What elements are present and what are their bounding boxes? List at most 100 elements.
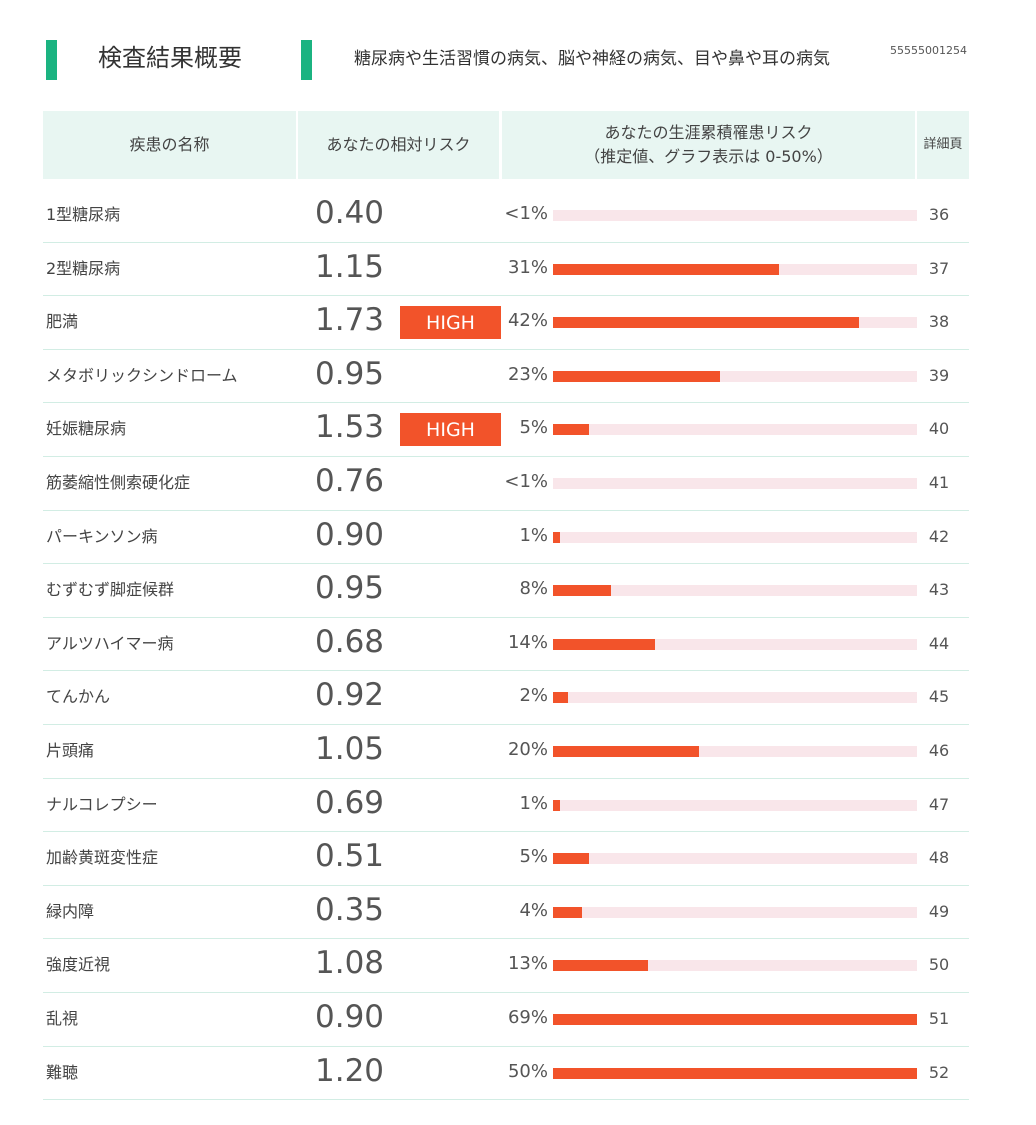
disease-name: ナルコレプシー — [46, 794, 158, 814]
detail-page-number: 46 — [928, 740, 950, 760]
lifetime-risk-bar-fill — [553, 531, 561, 543]
relative-risk-value: 1.08 — [315, 945, 385, 982]
lifetime-risk-bar-track — [553, 1067, 917, 1079]
disease-name: メタボリックシンドローム — [46, 365, 238, 385]
lifetime-risk-bar-fill — [553, 263, 779, 275]
disease-name: 加齢黄斑変性症 — [46, 848, 159, 868]
detail-page-number: 38 — [928, 312, 950, 332]
lifetime-risk-bar-track — [553, 799, 917, 811]
disease-name: てんかん — [46, 687, 111, 707]
disease-name: アルツハイマー病 — [46, 633, 174, 653]
lifetime-risk-bar-track — [553, 531, 917, 543]
detail-page-number: 52 — [928, 1062, 950, 1082]
lifetime-risk-value: 69% — [507, 1006, 548, 1028]
lifetime-risk-bar-track — [553, 424, 917, 436]
table-row: 片頭痛 1.05 20% 46 — [43, 725, 969, 779]
relative-risk-value: 1.15 — [315, 248, 385, 285]
detail-page-number: 49 — [928, 901, 950, 921]
detail-page-number: 39 — [928, 365, 950, 385]
relative-risk-value: 0.90 — [315, 516, 385, 553]
detail-page-number: 41 — [928, 472, 950, 492]
lifetime-risk-value: 5% — [519, 846, 548, 868]
column-header-lifetime-risk: あなたの生涯累積罹患リスク （推定値、グラフ表示は 0-50%） — [502, 111, 915, 179]
column-header-name: 疾患の名称 — [43, 111, 296, 179]
table-row: パーキンソン病 0.90 1% 42 — [43, 511, 969, 565]
relative-risk-value: 1.20 — [315, 1052, 385, 1089]
lifetime-risk-bar-track — [553, 477, 917, 489]
subtitle-accent-bar — [301, 40, 312, 80]
column-header-lifetime-risk-line2: （推定値、グラフ表示は 0-50%） — [584, 147, 833, 166]
table-row: 加齢黄斑変性症 0.51 5% 48 — [43, 832, 969, 886]
table-row: アルツハイマー病 0.68 14% 44 — [43, 618, 969, 672]
lifetime-risk-bar-track — [553, 263, 917, 275]
lifetime-risk-bar-track — [553, 1013, 917, 1025]
lifetime-risk-bar-fill — [553, 799, 561, 811]
lifetime-risk-value: 1% — [519, 792, 548, 814]
disease-name: 片頭痛 — [46, 740, 95, 760]
table-row: 妊娠糖尿病 1.53 HIGH 5% 40 — [43, 403, 969, 457]
lifetime-risk-value: 5% — [519, 417, 548, 439]
disease-name: パーキンソン病 — [46, 526, 158, 546]
risk-table-body: 1型糖尿病 0.40 <1% 36 2型糖尿病 1.15 31% 37 肥満 1.73 HIGH 42… — [43, 189, 969, 1101]
detail-page-number: 48 — [928, 848, 950, 868]
lifetime-risk-bar-fill — [553, 745, 699, 757]
disease-name: むずむず脚症候群 — [46, 580, 175, 600]
detail-page-number: 47 — [928, 794, 950, 814]
lifetime-risk-value: 13% — [507, 953, 548, 975]
lifetime-risk-bar-track — [553, 745, 917, 757]
table-row: 筋萎縮性側索硬化症 0.76 <1% 41 — [43, 457, 969, 511]
lifetime-risk-bar-fill — [553, 317, 859, 329]
disease-name: 2型糖尿病 — [46, 258, 121, 278]
disease-name: 妊娠糖尿病 — [46, 419, 127, 439]
relative-risk-value: 1.73 — [315, 302, 385, 339]
table-row: むずむず脚症候群 0.95 8% 43 — [43, 564, 969, 618]
lifetime-risk-bar-track — [553, 370, 917, 382]
column-header-relative-risk: あなたの相対リスク — [298, 111, 499, 179]
table-row: メタボリックシンドローム 0.95 23% 39 — [43, 350, 969, 404]
relative-risk-value: 0.95 — [315, 570, 385, 607]
relative-risk-value: 0.90 — [315, 998, 385, 1035]
lifetime-risk-bar-track — [553, 906, 917, 918]
relative-risk-value: 0.51 — [315, 838, 385, 875]
disease-name: 難聴 — [46, 1062, 79, 1082]
column-header-lifetime-risk-line1: あなたの生涯累積罹患リスク — [604, 123, 813, 142]
lifetime-risk-bar-fill — [553, 1067, 917, 1079]
lifetime-risk-bar-fill — [553, 853, 590, 865]
disease-name: 肥満 — [46, 312, 79, 332]
lifetime-risk-bar-track — [553, 638, 917, 650]
relative-risk-value: 1.05 — [315, 730, 385, 767]
table-row: てんかん 0.92 2% 45 — [43, 671, 969, 725]
lifetime-risk-value: 31% — [507, 256, 548, 278]
lifetime-risk-bar-fill — [553, 906, 583, 918]
lifetime-risk-value: 42% — [507, 310, 548, 332]
disease-name: 1型糖尿病 — [46, 205, 121, 224]
detail-page-number: 44 — [928, 633, 950, 653]
relative-risk-value: 0.68 — [315, 623, 385, 660]
lifetime-risk-value: 1% — [519, 524, 548, 546]
detail-page-number: 50 — [928, 955, 950, 975]
lifetime-risk-value: <1% — [504, 470, 548, 492]
detail-page-number: 45 — [928, 687, 950, 707]
lifetime-risk-bar-fill — [553, 424, 590, 436]
page-title: 検査結果概要 — [98, 44, 242, 72]
table-row: 緑内障 0.35 4% 49 — [43, 886, 969, 940]
page-subtitle: 糖尿病や生活習慣の病気、脳や神経の病気、目や鼻や耳の病気 — [354, 49, 830, 69]
lifetime-risk-bar-fill — [553, 370, 721, 382]
lifetime-risk-value: 50% — [507, 1060, 548, 1082]
table-row: 乱視 0.90 69% 51 — [43, 993, 969, 1047]
detail-page-number: 51 — [928, 1008, 950, 1028]
table-row: ナルコレプシー 0.69 1% 47 — [43, 779, 969, 833]
table-row: 2型糖尿病 1.15 31% 37 — [43, 243, 969, 297]
detail-page-number: 37 — [928, 258, 950, 278]
lifetime-risk-bar-fill — [553, 692, 568, 704]
table-row: 強度近視 1.08 13% 50 — [43, 939, 969, 993]
disease-name: 筋萎縮性側索硬化症 — [46, 472, 191, 492]
relative-risk-value: 0.40 — [315, 195, 385, 231]
high-risk-badge: HIGH — [400, 306, 501, 340]
lifetime-risk-bar-track — [553, 317, 917, 329]
table-row: 難聴 1.20 50% 52 — [43, 1047, 969, 1101]
lifetime-risk-bar-fill — [553, 960, 648, 972]
column-header-page: 詳細頁 — [917, 111, 969, 179]
lifetime-risk-value: 4% — [519, 899, 548, 921]
disease-name: 乱視 — [46, 1008, 79, 1028]
